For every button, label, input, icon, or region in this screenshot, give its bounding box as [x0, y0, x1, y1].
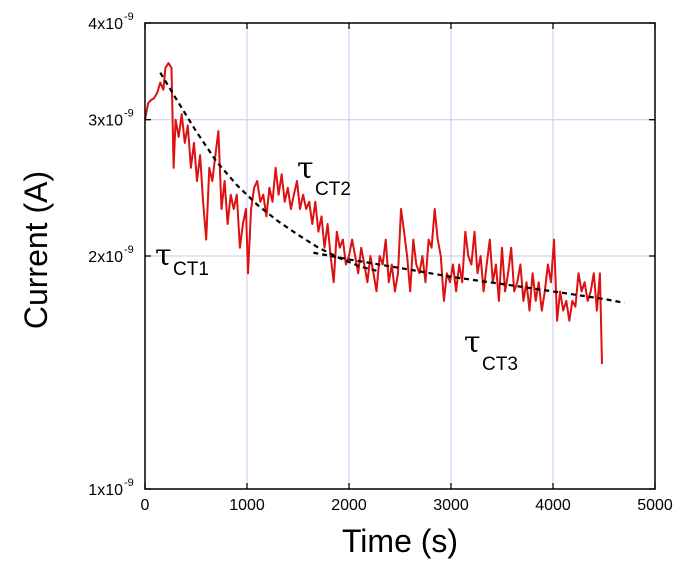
annotation-tau-ct3-symbol: τ — [464, 325, 481, 360]
annotation-tau-ct2-subscript: CT2 — [315, 179, 351, 200]
y-tick-label-exponent: -9 — [124, 11, 134, 23]
x-tick-label: 3000 — [433, 497, 469, 514]
annotation-tau-ct1-subscript: CT1 — [173, 259, 209, 280]
grid — [144, 22, 656, 490]
annotation-tau-ct3: τ CT3 — [464, 325, 518, 375]
y-tick-label: 2x10 — [88, 249, 123, 266]
x-tick-label: 0 — [141, 497, 150, 514]
y-tick-label: 1x10 — [88, 482, 123, 499]
annotation-tau-ct1-symbol: τ — [155, 238, 172, 273]
fit-line-2 — [313, 251, 625, 304]
x-axis-title: Time (s) — [342, 523, 458, 559]
y-axis-title: Current (A) — [18, 171, 54, 329]
annotation-tau-ct2: τ CT2 — [297, 151, 351, 200]
y-tick-label-exponent: -9 — [124, 244, 134, 256]
x-tick-label: 1000 — [229, 497, 265, 514]
x-tick-label: 2000 — [331, 497, 367, 514]
x-tick-label: 4000 — [535, 497, 571, 514]
y-tick-label-exponent: -9 — [124, 108, 134, 120]
annotation-tau-ct1: τ CT1 — [155, 238, 209, 280]
current-trace-line — [144, 62, 603, 365]
y-tick-label: 4x10 — [88, 16, 123, 33]
y-tick-label-exponent: -9 — [124, 477, 134, 489]
y-tick-label: 3x10 — [88, 113, 123, 130]
fit-line-1 — [159, 72, 380, 273]
annotation-tau-ct2-symbol: τ — [297, 151, 314, 186]
plot-series — [144, 62, 625, 365]
annotation-tau-ct3-subscript: CT3 — [482, 354, 518, 375]
x-tick-label: 5000 — [637, 497, 673, 514]
